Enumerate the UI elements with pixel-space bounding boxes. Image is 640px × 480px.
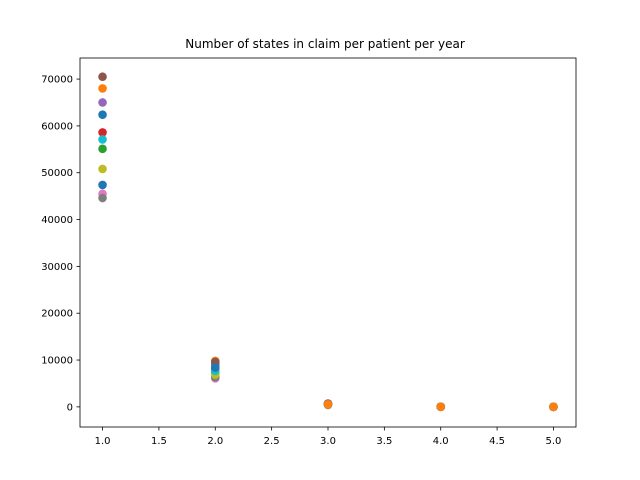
y-tick-label: 40000: [41, 215, 73, 226]
x-tick-label: 1.0: [95, 436, 111, 447]
y-tick-label: 10000: [41, 356, 73, 367]
x-axis: 1.0 1.5 2.0 2.5 3.0 3.5 4.0 4.5 5.0: [95, 427, 562, 447]
y-axis: 0 10000 20000 30000 40000 50000 60000 70000: [41, 75, 80, 413]
data-point: [98, 84, 107, 93]
x-tick-label: 1.5: [151, 436, 167, 447]
data-point: [549, 402, 558, 412]
data-point: [98, 72, 107, 82]
y-tick-label: 60000: [41, 121, 73, 132]
data-point: [98, 128, 107, 137]
y-tick-label: 20000: [41, 309, 73, 320]
plot-frame: [79, 57, 577, 428]
x-tick-label: 3.0: [320, 436, 336, 447]
data-point: [98, 135, 107, 144]
x-tick-label: 3.5: [376, 436, 392, 447]
y-tick-label: 0: [67, 402, 73, 413]
data-point: [210, 363, 220, 372]
data-point: [98, 110, 107, 119]
y-tick-label: 50000: [41, 168, 73, 179]
x-tick-label: 4.0: [433, 436, 449, 447]
data-points: [98, 72, 558, 412]
data-point: [436, 402, 446, 412]
x-tick-label: 2.5: [264, 436, 280, 447]
x-tick-label: 5.0: [546, 436, 562, 447]
data-point: [98, 193, 107, 203]
chart-title: Number of states in claim per patient pe…: [185, 37, 465, 51]
plot-area: [80, 58, 576, 427]
data-point: [98, 164, 107, 174]
x-tick-label: 2.0: [207, 436, 223, 447]
data-point: [323, 399, 333, 409]
data-point: [98, 180, 107, 190]
data-point: [98, 98, 107, 107]
y-tick-label: 30000: [41, 262, 73, 273]
x-tick-label: 4.5: [489, 436, 505, 447]
data-point: [98, 144, 107, 154]
y-tick-label: 70000: [41, 75, 73, 86]
